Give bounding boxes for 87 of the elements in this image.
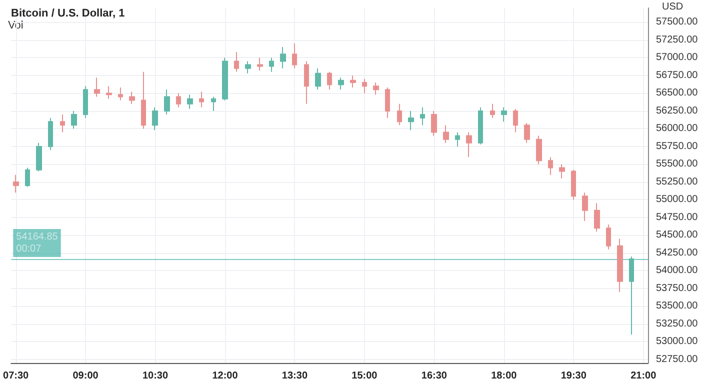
y-tick-label: 53750.00 xyxy=(656,282,698,294)
candlestick xyxy=(571,169,576,200)
x-tick-label: 13:30 xyxy=(282,370,308,382)
y-tick-label: 55750.00 xyxy=(656,140,698,152)
candlestick xyxy=(164,89,170,115)
candlestick xyxy=(606,224,611,250)
x-tick-label: 21:00 xyxy=(630,370,657,382)
candlestick xyxy=(501,106,507,122)
candlestick xyxy=(536,135,542,165)
candlestick xyxy=(199,91,204,108)
candlestick xyxy=(513,108,518,133)
y-tick-label: 56250.00 xyxy=(656,105,698,116)
x-tick-label: 15:00 xyxy=(352,370,378,382)
candlestick xyxy=(118,87,123,101)
candlestick xyxy=(25,167,30,188)
y-axis-title: USD xyxy=(662,2,684,12)
candlestick xyxy=(152,106,158,131)
candlestick xyxy=(443,124,449,144)
y-tick-label: 56000.00 xyxy=(656,123,698,134)
candlestick xyxy=(304,60,309,104)
x-tick-label: 07:30 xyxy=(3,370,30,382)
candlestick xyxy=(280,46,286,69)
candlestick xyxy=(594,202,600,232)
candlestick xyxy=(269,57,274,72)
candlestick xyxy=(478,106,483,145)
candlestick xyxy=(397,103,402,126)
candlestick xyxy=(13,174,19,194)
candlestick xyxy=(48,118,53,150)
candlestick xyxy=(431,110,437,136)
candlestick xyxy=(257,57,263,71)
candlestick xyxy=(315,68,321,90)
x-tick-label: 12:00 xyxy=(212,370,238,382)
x-tick-label: 18:00 xyxy=(491,370,518,382)
candlestick xyxy=(490,103,495,119)
candlestick xyxy=(141,71,146,130)
y-tick-label: 54250.00 xyxy=(656,247,698,258)
y-tick-label: 54500.00 xyxy=(656,230,698,241)
candlestick xyxy=(292,43,297,69)
candlestick xyxy=(211,96,216,112)
x-tick-label: 19:30 xyxy=(560,370,587,382)
candlestick xyxy=(129,91,135,104)
y-tick-label: 54750.00 xyxy=(656,212,698,223)
x-tick-label: 16:30 xyxy=(421,370,448,382)
candlestick xyxy=(71,110,77,130)
candlestick xyxy=(524,122,530,144)
candlestick xyxy=(60,114,65,133)
chart-title: Bitcoin / U.S. Dollar, 1 xyxy=(11,8,125,20)
candlestick xyxy=(234,52,239,72)
y-tick-label: 55250.00 xyxy=(656,176,698,188)
candlestick xyxy=(327,71,332,90)
y-tick-label: 55000.00 xyxy=(656,194,698,206)
candlestick xyxy=(548,156,553,176)
y-tick-label: 55500.00 xyxy=(656,158,698,170)
candlestick xyxy=(420,106,425,126)
y-tick-label: 52750.00 xyxy=(656,354,698,365)
y-tick-label: 56750.00 xyxy=(656,70,698,81)
candlestick xyxy=(373,82,379,96)
candlestick xyxy=(350,74,356,88)
candlestick xyxy=(222,57,228,101)
y-tick-label: 53000.00 xyxy=(656,336,698,348)
candlestick xyxy=(559,164,565,179)
candlestick xyxy=(362,78,367,94)
ref-line-label: 54164.85 00:07 xyxy=(16,231,58,254)
candlestick xyxy=(466,132,472,158)
y-tick-label: 56500.00 xyxy=(656,88,698,99)
candlestick xyxy=(245,60,251,74)
x-tick-label: 10:30 xyxy=(142,370,168,382)
candlestick xyxy=(385,87,390,119)
candlestick xyxy=(617,238,623,292)
candlestick xyxy=(582,192,588,222)
candlestick xyxy=(187,94,193,110)
candlestick xyxy=(338,77,344,90)
y-tick-label: 53500.00 xyxy=(656,300,698,312)
y-tick-label: 53250.00 xyxy=(656,318,698,330)
y-tick-label: 54000.00 xyxy=(656,265,698,276)
y-tick-label: 57500.00 xyxy=(656,16,698,28)
candlestick xyxy=(83,86,88,119)
y-tick-label: 57250.00 xyxy=(656,34,698,46)
candlestick xyxy=(408,110,414,131)
x-tick-label: 09:00 xyxy=(72,370,99,382)
candlestick xyxy=(176,92,181,108)
candlestick xyxy=(629,256,634,336)
candlestick xyxy=(94,77,100,98)
candlestick xyxy=(36,142,42,172)
candlestick xyxy=(455,132,460,147)
y-tick-label: 57000.00 xyxy=(656,52,698,64)
candlestick xyxy=(106,86,112,100)
